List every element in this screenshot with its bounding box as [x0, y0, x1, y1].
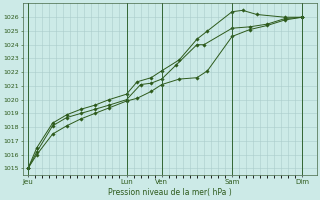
X-axis label: Pression niveau de la mer( hPa ): Pression niveau de la mer( hPa )	[108, 188, 231, 197]
